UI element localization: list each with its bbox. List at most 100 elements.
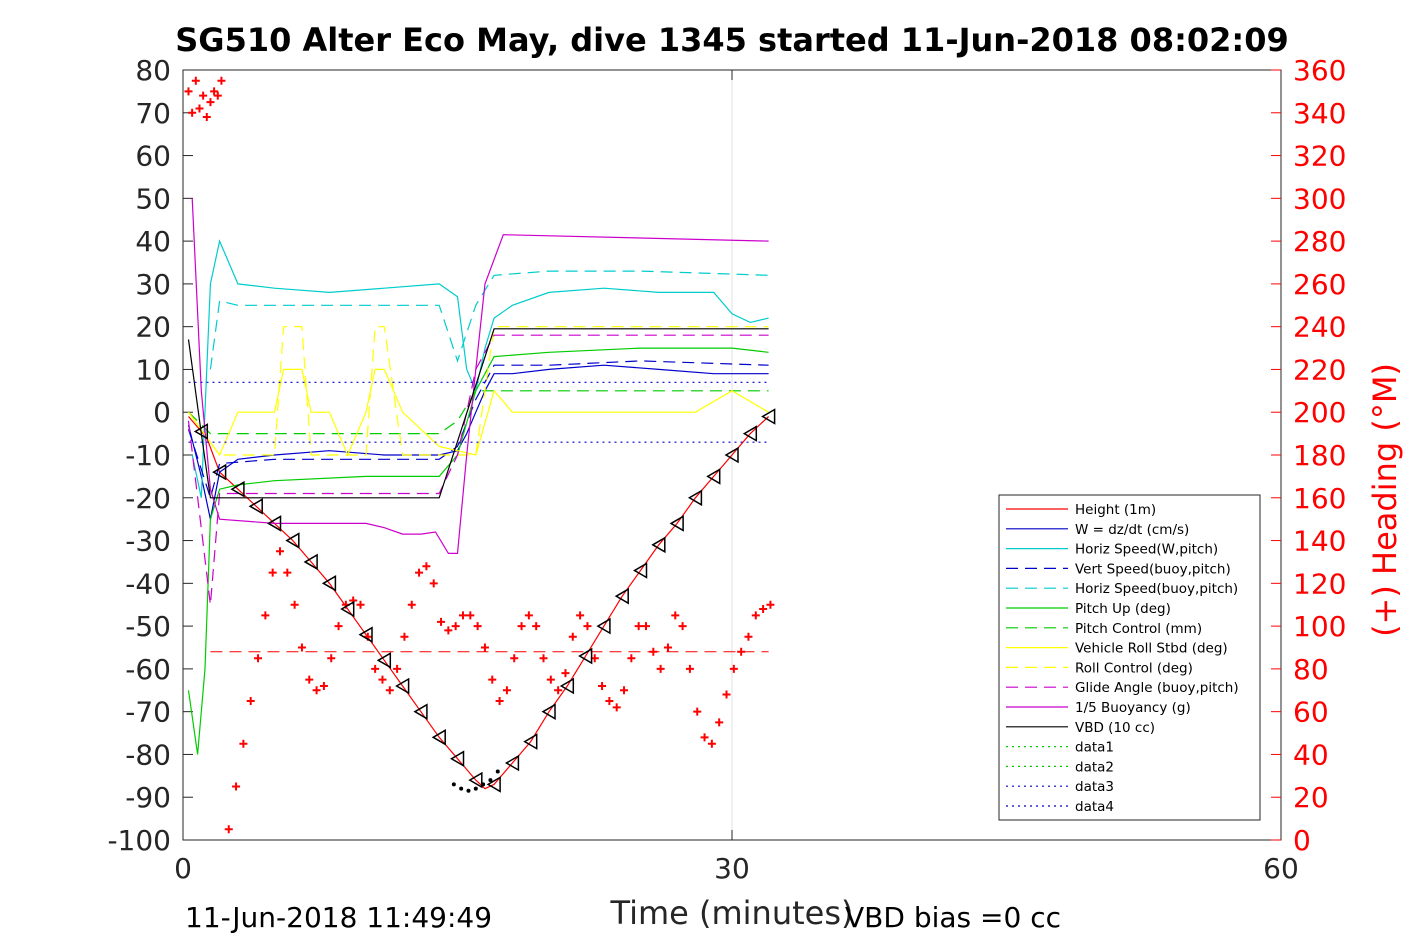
series-line-7 bbox=[188, 368, 769, 457]
legend-label-1: W = dz/dt (cm/s) bbox=[1075, 522, 1189, 538]
heading-point-18 bbox=[283, 568, 292, 577]
vbd-dot-2 bbox=[466, 788, 471, 793]
height-marker-2 bbox=[212, 463, 227, 481]
y-right-tick-label-17: 20 bbox=[1293, 781, 1329, 814]
heading-point-59 bbox=[583, 622, 592, 631]
heading-point-63 bbox=[612, 703, 621, 712]
heading-point-83 bbox=[759, 605, 768, 613]
heading-point-2 bbox=[191, 76, 200, 85]
height-marker-27 bbox=[669, 515, 684, 532]
footer-timestamp: 11-Jun-2018 11:49:49 bbox=[185, 901, 492, 934]
x-tick-label-2: 60 bbox=[1263, 852, 1299, 885]
heading-point-4 bbox=[199, 91, 208, 100]
heading-layer bbox=[184, 76, 775, 834]
heading-point-21 bbox=[305, 675, 314, 684]
height-marker-16 bbox=[468, 771, 483, 789]
heading-point-56 bbox=[561, 669, 570, 678]
legend-label-12: data1 bbox=[1075, 740, 1114, 756]
height-marker-32 bbox=[761, 408, 776, 425]
y-tick-label-10: -20 bbox=[125, 482, 171, 515]
height-marker-4 bbox=[248, 498, 263, 515]
height-marker-29 bbox=[706, 468, 721, 485]
y-right-tick-label-9: 180 bbox=[1293, 439, 1346, 472]
right-axis-label: (+) Heading (°M) bbox=[1366, 363, 1404, 637]
legend-label-9: Glide Angle (buoy,pitch) bbox=[1075, 680, 1239, 696]
y-right-tick-label-13: 100 bbox=[1293, 610, 1346, 643]
y-right-tick-label-2: 320 bbox=[1293, 140, 1346, 173]
y-tick-label-13: -50 bbox=[125, 610, 171, 643]
height-marker-9 bbox=[340, 600, 355, 618]
x-axis-label: Time (minutes) bbox=[610, 894, 854, 932]
heading-point-81 bbox=[744, 632, 753, 641]
y-right-tick-label-16: 40 bbox=[1293, 738, 1329, 771]
y-right-tick-label-10: 160 bbox=[1293, 482, 1346, 515]
heading-point-22 bbox=[312, 686, 321, 695]
legend-label-15: data4 bbox=[1075, 799, 1114, 815]
legend-label-6: Pitch Control (mm) bbox=[1075, 621, 1202, 637]
axis-ticks: 0 30 6080706050403020100-10-20-30-40-50-60… bbox=[107, 54, 1346, 885]
legend-label-8: Roll Control (deg) bbox=[1075, 660, 1193, 676]
heading-point-53 bbox=[539, 654, 548, 663]
height-marker-25 bbox=[633, 562, 648, 579]
legend-label-4: Horiz Speed(buoy,pitch) bbox=[1075, 581, 1238, 597]
heading-point-58 bbox=[576, 611, 585, 620]
heading-point-66 bbox=[634, 622, 643, 631]
height-marker-17 bbox=[486, 776, 501, 793]
heading-point-80 bbox=[737, 647, 746, 656]
y-right-tick-label-3: 300 bbox=[1293, 182, 1346, 215]
y-tick-label-3: 50 bbox=[135, 182, 171, 215]
heading-point-49 bbox=[510, 654, 519, 663]
height-marker-3 bbox=[230, 480, 245, 498]
heading-point-44 bbox=[473, 622, 482, 631]
vbd-dot-6 bbox=[495, 769, 500, 774]
heading-point-41 bbox=[451, 622, 460, 631]
footer-vbd-bias: VBD bias =0 cc bbox=[845, 901, 1061, 934]
heading-point-43 bbox=[466, 611, 475, 620]
y-right-tick-label-11: 140 bbox=[1293, 525, 1346, 558]
height-marker-26 bbox=[651, 536, 666, 554]
heading-point-7 bbox=[210, 87, 219, 96]
heading-point-3 bbox=[195, 104, 204, 113]
height-marker-5 bbox=[267, 515, 282, 532]
heading-point-9 bbox=[217, 76, 226, 85]
height-marker-21 bbox=[559, 677, 575, 695]
heading-point-47 bbox=[495, 696, 504, 705]
height-marker-13 bbox=[413, 703, 428, 720]
y-right-tick-label-8: 200 bbox=[1293, 396, 1346, 429]
heading-point-51 bbox=[524, 611, 533, 620]
y-right-tick-label-14: 80 bbox=[1293, 653, 1329, 686]
legend-label-11: VBD (10 cc) bbox=[1075, 720, 1155, 736]
heading-point-15 bbox=[261, 611, 270, 620]
heading-point-25 bbox=[334, 622, 343, 631]
y-tick-label-16: -80 bbox=[125, 738, 171, 771]
y-right-tick-label-1: 340 bbox=[1293, 97, 1346, 130]
y-right-tick-label-5: 260 bbox=[1293, 268, 1346, 301]
y-tick-label-4: 40 bbox=[135, 225, 171, 258]
y-tick-label-17: -90 bbox=[125, 781, 171, 814]
y-tick-label-5: 30 bbox=[135, 268, 171, 301]
heading-point-67 bbox=[641, 622, 650, 631]
heading-point-34 bbox=[400, 632, 409, 641]
heading-point-28 bbox=[356, 600, 365, 609]
heading-point-31 bbox=[378, 675, 387, 684]
y-tick-label-9: -10 bbox=[125, 439, 171, 472]
height-marker-31 bbox=[742, 425, 758, 442]
vbd-dot-5 bbox=[488, 778, 493, 783]
height-marker-1 bbox=[193, 423, 209, 440]
x-tick-label-1: 30 bbox=[714, 852, 750, 885]
series-line-8 bbox=[188, 326, 769, 456]
heading-point-46 bbox=[488, 675, 497, 684]
heading-point-12 bbox=[239, 739, 248, 748]
heading-point-19 bbox=[290, 600, 299, 609]
heading-point-55 bbox=[554, 686, 563, 695]
heading-point-69 bbox=[656, 664, 665, 673]
height-marker-12 bbox=[395, 677, 410, 695]
heading-point-52 bbox=[532, 622, 541, 631]
y-right-tick-label-0: 360 bbox=[1293, 54, 1346, 87]
heading-point-57 bbox=[568, 632, 577, 641]
legend-label-5: Pitch Up (deg) bbox=[1075, 601, 1171, 617]
heading-point-74 bbox=[693, 707, 702, 716]
legend-label-0: Height (1m) bbox=[1075, 502, 1156, 518]
heading-point-40 bbox=[444, 626, 453, 635]
height-marker-20 bbox=[541, 703, 556, 720]
